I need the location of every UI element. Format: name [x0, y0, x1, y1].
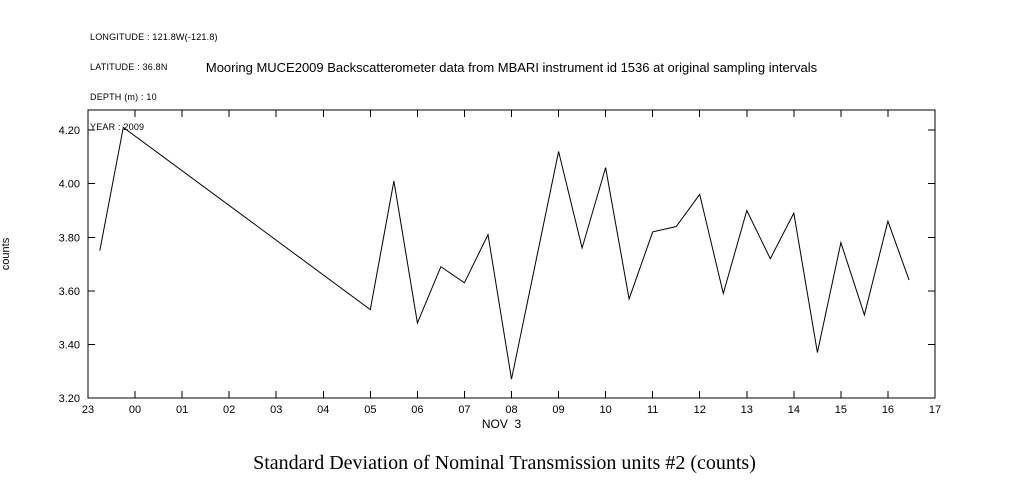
x-tick-label: 04 — [317, 404, 329, 416]
x-tick-label: 01 — [176, 404, 188, 416]
x-tick-label: 16 — [882, 404, 894, 416]
x-tick-label: 08 — [505, 404, 517, 416]
data-series-line — [99, 126, 910, 380]
metadata-depth: DEPTH (m) : 10 — [90, 92, 157, 102]
x-tick-label: 03 — [270, 404, 282, 416]
x-tick-label: 10 — [599, 404, 611, 416]
x-tick-label: 13 — [741, 404, 753, 416]
y-tick-label: 3.60 — [59, 286, 80, 298]
x-tick-label: 02 — [223, 404, 235, 416]
metadata-longitude: LONGITUDE : 121.8W(-121.8) — [90, 32, 218, 42]
y-tick-label: 3.80 — [59, 232, 80, 244]
y-tick-label: 4.20 — [59, 125, 80, 137]
x-tick-label: 23 — [82, 404, 94, 416]
metadata-year: YEAR : 2009 — [90, 122, 145, 132]
y-tick-label: 4.00 — [59, 179, 80, 191]
y-axis-label: counts — [0, 237, 12, 271]
y-tick-label: 3.20 — [59, 393, 80, 405]
x-tick-label: 05 — [364, 404, 376, 416]
x-tick-label: 11 — [647, 404, 658, 416]
x-tick-label: 12 — [694, 404, 706, 416]
x-tick-label: 07 — [458, 404, 470, 416]
y-tick-label: 3.40 — [59, 339, 80, 351]
x-tick-label: 17 — [929, 404, 941, 416]
x-tick-label: 09 — [552, 404, 564, 416]
figure-caption: Standard Deviation of Nominal Transmissi… — [253, 452, 756, 474]
x-axis-label: NOV 3 — [481, 417, 522, 431]
x-tick-label: 14 — [788, 404, 800, 416]
chart-title: Mooring MUCE2009 Backscatterometer data … — [205, 60, 818, 75]
metadata-block: LONGITUDE : 121.8W(-121.8) LATITUDE : 36… — [90, 12, 218, 152]
x-tick-label: 00 — [129, 404, 141, 416]
x-tick-label: 15 — [835, 404, 847, 416]
metadata-latitude: LATITUDE : 36.8N — [90, 62, 168, 72]
plot-frame — [87, 109, 936, 399]
x-tick-label: 06 — [411, 404, 423, 416]
